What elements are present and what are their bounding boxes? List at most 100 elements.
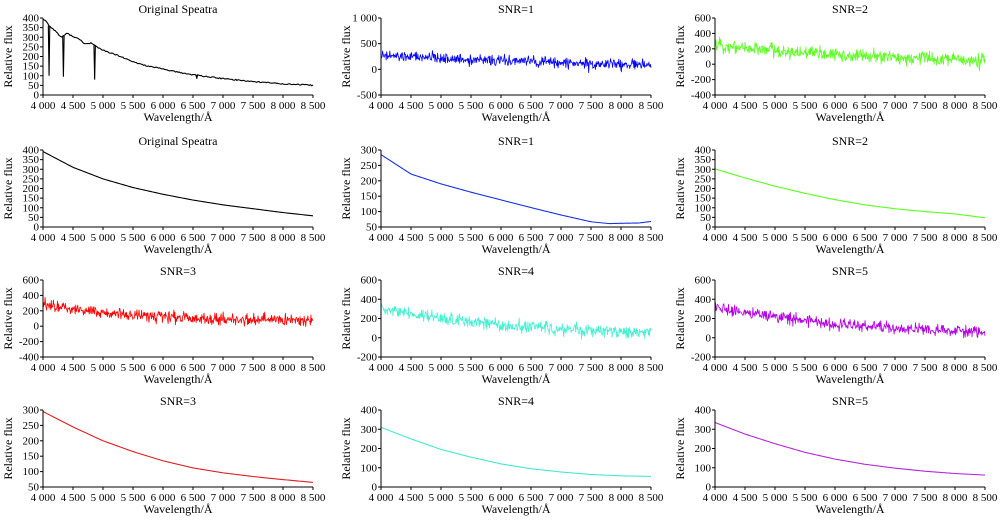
series-line [715, 37, 985, 71]
x-tick-label: 4 500 [733, 492, 758, 504]
chart-panel-10: SNR=3 Relative flux Wavelength/Å 4 000 4 500… [1, 394, 326, 516]
y-tick-label: 200 [361, 313, 378, 325]
absorption-line [94, 45, 95, 79]
y-tick-label: 400 [23, 13, 40, 25]
y-tick-label: 100 [361, 206, 378, 218]
y-tick-label: 400 [23, 145, 40, 157]
x-tick-label: 4 000 [703, 232, 728, 244]
x-tick-label: 4 000 [31, 100, 56, 112]
y-tick-label: 250 [23, 420, 40, 432]
chart-title: Original Speatra [139, 134, 219, 148]
y-axis-label: Relative flux [1, 25, 15, 87]
x-tick-label: 5 500 [793, 492, 818, 504]
x-tick-label: 8 000 [943, 492, 968, 504]
x-axis-label: Wavelength/Å [481, 502, 550, 516]
y-tick-label: -400 [19, 352, 40, 364]
y-tick-label: 200 [361, 443, 378, 455]
x-tick-label: 4 500 [733, 100, 758, 112]
x-tick-label: 7 500 [241, 492, 266, 504]
x-tick-label: 5 000 [91, 232, 116, 244]
x-tick-label: 8 500 [973, 492, 998, 504]
x-tick-label: 8 500 [301, 100, 326, 112]
x-tick-label: 5 500 [121, 492, 146, 504]
y-tick-label: 50 [366, 222, 378, 234]
x-tick-label: 8 500 [639, 362, 664, 374]
chart-panel-12: SNR=5Relative fluxWavelength/Å4 000 4 500… [673, 394, 998, 516]
x-tick-label: 8 000 [609, 492, 634, 504]
x-tick-label: 7 000 [549, 492, 574, 504]
x-tick-label: 8 500 [301, 232, 326, 244]
x-tick-label: 4 000 [703, 492, 728, 504]
x-axis-label: Wavelength/Å [143, 372, 212, 386]
x-tick-label: 8 000 [609, 100, 634, 112]
y-tick-label: 600 [23, 275, 40, 287]
y-tick-label: 50 [28, 482, 40, 494]
y-axis-label: Relative flux [339, 417, 353, 479]
x-tick-label: 7 000 [211, 362, 236, 374]
x-tick-label: 5 000 [91, 362, 116, 374]
y-axis-label: Relative flux [673, 417, 687, 479]
series-line [43, 19, 313, 86]
x-tick-label: 6 000 [489, 100, 514, 112]
absorption-line [48, 26, 49, 76]
x-tick-label: 6 000 [489, 362, 514, 374]
x-tick-label: 5 500 [459, 362, 484, 374]
x-tick-label: 6 500 [181, 232, 206, 244]
x-tick-label: 6 500 [519, 362, 544, 374]
x-axis-label: Wavelength/Å [481, 242, 550, 256]
x-tick-label: 6 000 [489, 492, 514, 504]
y-tick-label: -200 [691, 74, 712, 86]
x-tick-label: 5 500 [793, 100, 818, 112]
chart-panel-5: SNR=1Relative fluxWavelength/Å4 000 4 500… [339, 134, 664, 256]
x-tick-label: 8 500 [973, 100, 998, 112]
y-tick-label: -200 [691, 352, 712, 364]
x-tick-label: 8 500 [973, 232, 998, 244]
x-tick-label: 5 000 [763, 492, 788, 504]
series-line [715, 423, 985, 476]
x-tick-label: 7 500 [579, 232, 604, 244]
x-tick-label: 6 500 [853, 362, 878, 374]
x-tick-label: 5 000 [763, 362, 788, 374]
y-axis-label: Relative flux [339, 287, 353, 349]
x-tick-label: 6 500 [853, 492, 878, 504]
chart-title: SNR=1 [498, 134, 534, 148]
x-tick-label: 7 500 [913, 100, 938, 112]
x-tick-label: 5 000 [91, 100, 116, 112]
x-tick-label: 7 500 [579, 492, 604, 504]
y-tick-label: 400 [695, 294, 712, 306]
x-tick-label: 7 000 [883, 100, 908, 112]
x-tick-label: 7 000 [883, 492, 908, 504]
x-axis-label: Wavelength/Å [143, 242, 212, 256]
y-tick-label: -200 [19, 336, 40, 348]
y-tick-label: 600 [361, 275, 378, 287]
x-tick-label: 7 500 [241, 100, 266, 112]
chart-panel-1: Original Speatra Relative flux Wavelength/… [1, 2, 326, 124]
chart-panel-9: SNR=5Relative fluxWavelength/Å4 000 4 500… [673, 264, 998, 386]
spectra-figure: Original Speatra Relative flux Wavelength/… [0, 0, 1000, 528]
y-tick-label: 400 [23, 290, 40, 302]
x-tick-label: 6 000 [823, 492, 848, 504]
x-tick-label: 6 000 [823, 362, 848, 374]
y-tick-label: 0 [34, 321, 40, 333]
y-tick-label: 0 [372, 332, 378, 344]
x-tick-label: 4 000 [31, 362, 56, 374]
y-tick-label: 200 [361, 175, 378, 187]
x-tick-label: 4 000 [31, 492, 56, 504]
x-tick-label: 6 000 [151, 362, 176, 374]
x-tick-label: 5 000 [429, 362, 454, 374]
x-tick-label: 8 000 [271, 492, 296, 504]
x-tick-label: 5 500 [793, 232, 818, 244]
chart-panel-11: SNR=4 Relative flux Wavelength/Å 4 000 4 500… [339, 394, 664, 516]
x-tick-label: 7 500 [913, 492, 938, 504]
x-tick-label: 4 500 [61, 100, 86, 112]
chart-title: SNR=5 [832, 264, 868, 278]
series-line [43, 297, 313, 326]
x-axis-label: Wavelength/Å [815, 110, 884, 124]
x-tick-label: 4 000 [369, 492, 394, 504]
y-axis-label: Relative flux [1, 157, 15, 219]
x-axis-label: Wavelength/Å [143, 502, 212, 516]
x-tick-label: 5 000 [429, 232, 454, 244]
chart-panel-8: SNR=4Relative fluxWavelength/Å4 000 4 500… [339, 264, 664, 386]
chart-title: SNR=4 [498, 394, 534, 408]
y-tick-label: -200 [357, 352, 378, 364]
